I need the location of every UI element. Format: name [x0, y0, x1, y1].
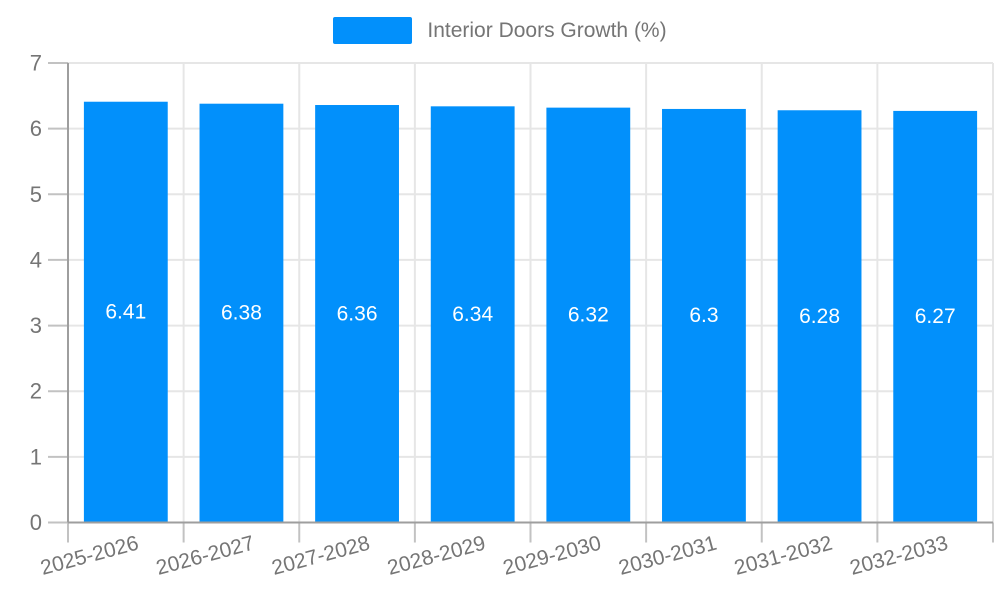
bar	[662, 108, 746, 523]
x-axis-tick-label: 2025-2026	[38, 532, 141, 580]
x-axis-tick-label: 2031-2032	[732, 532, 835, 580]
bar	[199, 103, 284, 523]
y-axis-tick-label: 6	[30, 116, 42, 141]
bar-value-label: 6.41	[105, 301, 146, 324]
x-axis-tick-label: 2030-2031	[616, 532, 719, 580]
x-axis-tick-label: 2032-2033	[848, 532, 951, 580]
y-axis-tick-label: 2	[30, 379, 42, 404]
bar	[777, 110, 862, 523]
y-axis-tick-label: 0	[30, 510, 42, 535]
legend-swatch	[333, 17, 413, 44]
y-axis-tick-label: 5	[30, 182, 42, 207]
bar-value-label: 6.34	[452, 303, 493, 326]
bar-value-label: 6.36	[337, 302, 378, 325]
x-axis-tick-label: 2029-2030	[501, 532, 604, 580]
legend-label: Interior Doors Growth (%)	[427, 18, 667, 42]
x-axis-tick-label: 2026-2027	[154, 532, 257, 580]
y-axis-tick-label: 3	[30, 313, 42, 338]
bar-value-label: 6.3	[689, 304, 718, 327]
bar-value-label: 6.38	[221, 302, 262, 325]
bar	[315, 105, 399, 523]
y-axis-tick-label: 1	[30, 444, 42, 469]
bar	[83, 101, 168, 523]
y-axis-tick-label: 7	[30, 51, 42, 76]
bar	[430, 106, 515, 523]
bar-value-label: 6.32	[568, 304, 609, 327]
legend: Interior Doors Growth (%)	[0, 17, 1000, 44]
y-axis-tick-label: 4	[30, 247, 42, 272]
x-axis-tick-label: 2027-2028	[269, 532, 372, 580]
bar	[893, 110, 978, 523]
x-axis-tick-label: 2028-2029	[385, 532, 488, 580]
bar-value-label: 6.27	[915, 305, 956, 328]
bar	[546, 107, 631, 523]
bar-value-label: 6.28	[799, 305, 840, 328]
